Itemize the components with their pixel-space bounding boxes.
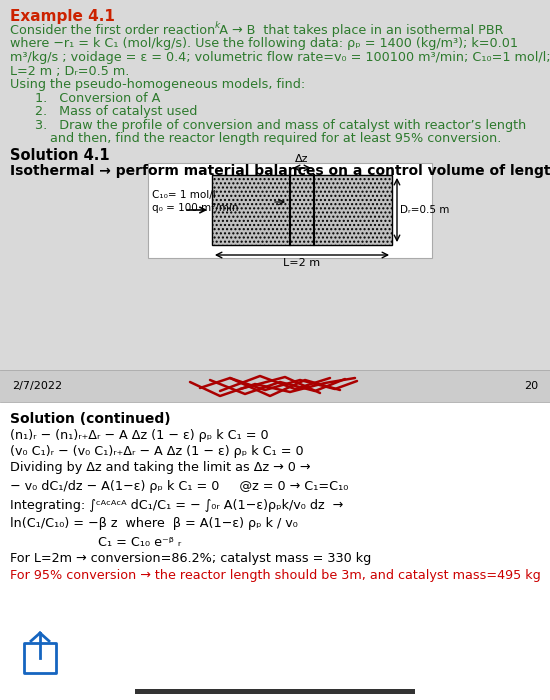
Bar <box>148 163 432 258</box>
Bar <box>0 370 550 700</box>
Text: C₁ = C₁₀ e⁻ᵝ ᵣ: C₁ = C₁₀ e⁻ᵝ ᵣ <box>10 536 182 549</box>
Text: L=2 m: L=2 m <box>283 258 321 268</box>
Text: 1.   Conversion of A: 1. Conversion of A <box>35 92 161 104</box>
Text: Dᵣ=0.5 m: Dᵣ=0.5 m <box>400 205 449 215</box>
Text: 3.   Draw the profile of conversion and mass of catalyst with reactor’s length: 3. Draw the profile of conversion and ma… <box>35 118 526 132</box>
Text: (n₁)ᵣ − (n₁)ᵣ₊Δᵣ − A Δz (1 − ε) ρₚ k C₁ = 0: (n₁)ᵣ − (n₁)ᵣ₊Δᵣ − A Δz (1 − ε) ρₚ k C₁ … <box>10 428 268 442</box>
Text: Using the pseudo-homogeneous models, find:: Using the pseudo-homogeneous models, fin… <box>10 78 305 91</box>
Text: Solution (continued): Solution (continued) <box>10 412 170 426</box>
Bar <box>24 643 56 673</box>
Text: − v₀ dC₁/dz − A(1−ε) ρₚ k C₁ = 0     @z = 0 → C₁=C₁₀: − v₀ dC₁/dz − A(1−ε) ρₚ k C₁ = 0 @z = 0 … <box>10 480 348 493</box>
Bar <box>212 175 392 245</box>
Text: L=2 m ; Dᵣ=0.5 m.: L=2 m ; Dᵣ=0.5 m. <box>10 64 129 78</box>
Text: Example 4.1: Example 4.1 <box>10 9 115 24</box>
Text: C₁₀= 1 mol/l: C₁₀= 1 mol/l <box>152 190 216 200</box>
Text: Solution 4.1: Solution 4.1 <box>10 148 109 162</box>
Bar <box>135 689 415 694</box>
Text: Isothermal → perform material balances on a control volume of length Δz: Isothermal → perform material balances o… <box>10 164 550 178</box>
Text: k: k <box>215 21 220 30</box>
Text: q₀ = 100 m³/min: q₀ = 100 m³/min <box>152 203 239 213</box>
Bar <box>0 0 550 370</box>
Text: Consider the first order reaction A → B  that takes place in an isothermal PBR: Consider the first order reaction A → B … <box>10 24 503 37</box>
Text: For 95% conversion → the reactor length should be 3m, and catalyst mass=495 kg: For 95% conversion → the reactor length … <box>10 568 541 582</box>
Text: For L=2m → conversion=86.2%; catalyst mass = 330 kg: For L=2m → conversion=86.2%; catalyst ma… <box>10 552 371 565</box>
Text: ln(C₁/C₁₀) = −β z  where  β = A(1−ε) ρₚ k / v₀: ln(C₁/C₁₀) = −β z where β = A(1−ε) ρₚ k … <box>10 517 298 530</box>
Text: Integrating: ∫ᶜᴬᶜᴬᶜᴬ dC₁/C₁ = − ∫₀ᵣ A(1−ε)ρₚk/v₀ dz  →: Integrating: ∫ᶜᴬᶜᴬᶜᴬ dC₁/C₁ = − ∫₀ᵣ A(1−… <box>10 498 343 512</box>
Bar <box>0 370 550 402</box>
Text: 20: 20 <box>524 381 538 391</box>
Text: 2.   Mass of catalyst used: 2. Mass of catalyst used <box>35 105 197 118</box>
Text: m³/kg/s ; voidage = ε = 0.4; volumetric flow rate=v₀ = 100100 m³/min; C₁₀=1 mol/: m³/kg/s ; voidage = ε = 0.4; volumetric … <box>10 51 550 64</box>
Text: where −r₁ = k C₁ (mol/kg/s). Use the following data: ρₚ = 1400 (kg/m³); k=0.01: where −r₁ = k C₁ (mol/kg/s). Use the fol… <box>10 38 518 50</box>
Text: (v₀ C₁)ᵣ − (v₀ C₁)ᵣ₊Δᵣ − A Δz (1 − ε) ρₚ k C₁ = 0: (v₀ C₁)ᵣ − (v₀ C₁)ᵣ₊Δᵣ − A Δz (1 − ε) ρₚ… <box>10 445 304 458</box>
Text: 2/7/2022: 2/7/2022 <box>12 381 62 391</box>
Text: and then, find the reactor length required for at least 95% conversion.: and then, find the reactor length requir… <box>50 132 502 145</box>
Text: Dividing by Δz and taking the limit as Δz → 0 →: Dividing by Δz and taking the limit as Δ… <box>10 461 311 475</box>
Text: Δz: Δz <box>295 154 309 164</box>
